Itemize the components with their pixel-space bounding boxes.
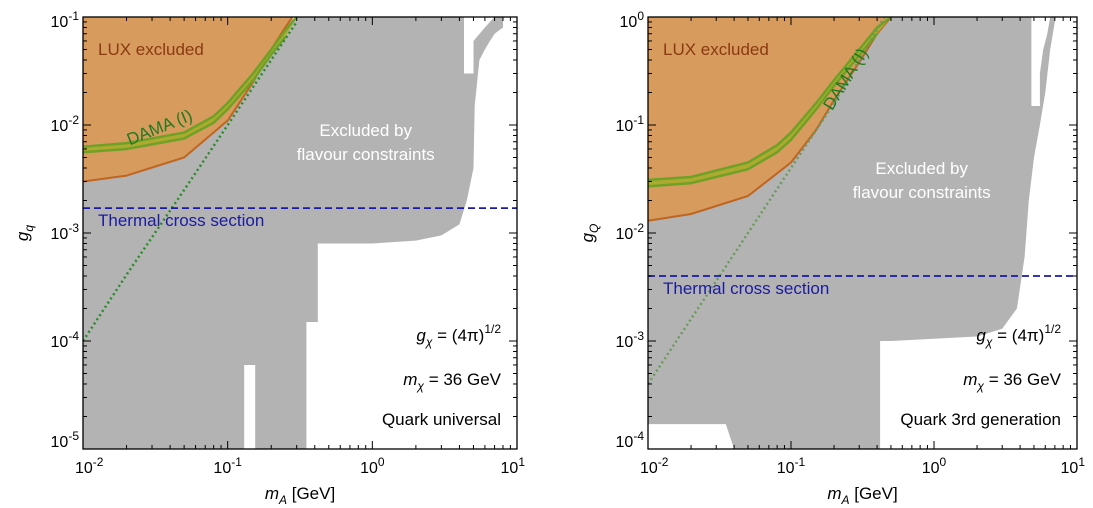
x-tick-label: 10-1 [777, 455, 806, 477]
flavour-label-line1: Excluded by [319, 121, 412, 140]
flavour-label-line1: Excluded by [875, 159, 968, 178]
mass-annotation: mχ = 36 GeV [403, 370, 501, 393]
plot-area [83, 17, 517, 449]
scenario-annotation: Quark universal [382, 410, 501, 429]
lux-label: LUX excluded [98, 40, 204, 59]
y-tick-label: 100 [620, 9, 645, 31]
flavour-label-line2: flavour constraints [853, 183, 991, 202]
dama-band-lower-edge [83, 36, 287, 154]
y-tick-label: 10-5 [51, 429, 80, 451]
dama-dotted-line [83, 21, 298, 342]
scenario-annotation: Quark 3rd generation [900, 410, 1061, 429]
plot-area [648, 17, 1077, 449]
y-tick-label: 10-2 [51, 113, 80, 135]
dama-band-upper-edge [83, 17, 298, 148]
coupling-annotation: gχ = (4π)1/2 [976, 322, 1061, 349]
y-tick-label: 10-2 [616, 221, 645, 243]
y-tick-label: 10-1 [51, 9, 80, 31]
x-tick-label: 101 [1061, 455, 1086, 477]
x-tick-label: 100 [360, 455, 385, 477]
y-tick-label: 10-4 [616, 429, 645, 451]
lux-boundary-line [83, 17, 294, 183]
y-tick-label: 10-4 [51, 329, 80, 351]
x-tick-label: 10-1 [213, 455, 242, 477]
dama-dotted-line [648, 17, 886, 385]
y-tick-label: 10-3 [51, 221, 80, 243]
lux-boundary-line [648, 17, 892, 222]
x-tick-label: 101 [501, 455, 526, 477]
x-axis-label: mA [GeV] [265, 484, 335, 507]
thermal-label: Thermal cross section [663, 279, 829, 298]
ticks [82, 16, 518, 450]
y-axis-label: gq [13, 225, 36, 241]
lux-label: LUX excluded [663, 40, 769, 59]
x-tick-label: 100 [922, 455, 947, 477]
dama-band-upper-edge [648, 17, 892, 182]
thermal-label: Thermal cross section [98, 211, 264, 230]
x-tick-label: 10-2 [640, 455, 669, 477]
y-axis-label: gQ [578, 224, 601, 243]
lux-excluded-region [648, 17, 891, 221]
flavour-label-line2: flavour constraints [297, 145, 435, 164]
x-tick-label: 10-2 [75, 455, 104, 477]
ticks [647, 16, 1078, 450]
mass-annotation: mχ = 36 GeV [963, 370, 1061, 393]
y-tick-label: 10-1 [616, 113, 645, 135]
x-axis-label: mA [GeV] [827, 484, 897, 507]
y-tick-label: 10-3 [616, 329, 645, 351]
coupling-annotation: gχ = (4π)1/2 [416, 322, 501, 349]
dama-band [648, 17, 891, 187]
dama-band-lower-edge [648, 32, 879, 188]
